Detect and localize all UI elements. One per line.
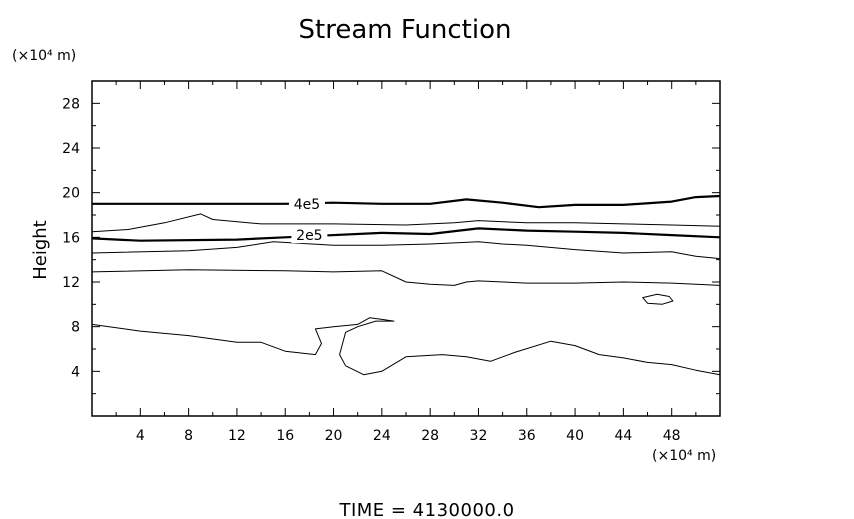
y-axis-unit: (×10⁴ m) (12, 48, 76, 64)
x-tick-label: 36 (518, 428, 536, 444)
y-tick-label: 16 (62, 230, 80, 246)
x-tick-label: 4 (136, 428, 145, 444)
contour-label-bg (291, 226, 328, 244)
plot-frame (91, 80, 721, 417)
y-tick-label: 8 (71, 320, 80, 336)
contour-label: 2e5 (296, 228, 322, 244)
contour-line (91, 241, 721, 260)
x-axis-unit: (×10⁴ m) (652, 448, 716, 464)
contour-line-4e5 (92, 194, 721, 209)
x-tick-label: 40 (566, 428, 584, 444)
y-tick-label: 12 (62, 275, 80, 291)
contour-labels: 4e5 2e5 (288, 194, 328, 244)
x-tick-label: 28 (421, 428, 439, 444)
y-tick-label: 4 (71, 364, 80, 380)
x-tick-label: 48 (663, 428, 681, 444)
x-tick-label: 16 (276, 428, 294, 444)
x-tick-label: 32 (470, 428, 488, 444)
x-tick-label: 20 (325, 428, 343, 444)
y-axis-label: Height (30, 220, 51, 280)
x-tick-label: 8 (184, 428, 193, 444)
chart-title: Stream Function (299, 15, 512, 45)
time-footer: TIME = 4130000.0 (338, 500, 514, 519)
contour-label: 4e5 (294, 197, 320, 213)
contour-lines (91, 194, 721, 376)
y-tick-label: 28 (62, 96, 80, 112)
x-tick-label: 44 (614, 428, 632, 444)
contour-line (642, 293, 674, 305)
contour-line-2e5 (91, 227, 721, 242)
contour-line (91, 269, 721, 286)
x-tick-label: 24 (373, 428, 391, 444)
y-tick-label: 20 (62, 186, 80, 202)
x-tick-label: 12 (228, 428, 246, 444)
contour-line (91, 213, 721, 233)
y-tick-label: 24 (62, 141, 80, 157)
contour-label-bg (288, 194, 325, 212)
contour-line (91, 317, 721, 376)
